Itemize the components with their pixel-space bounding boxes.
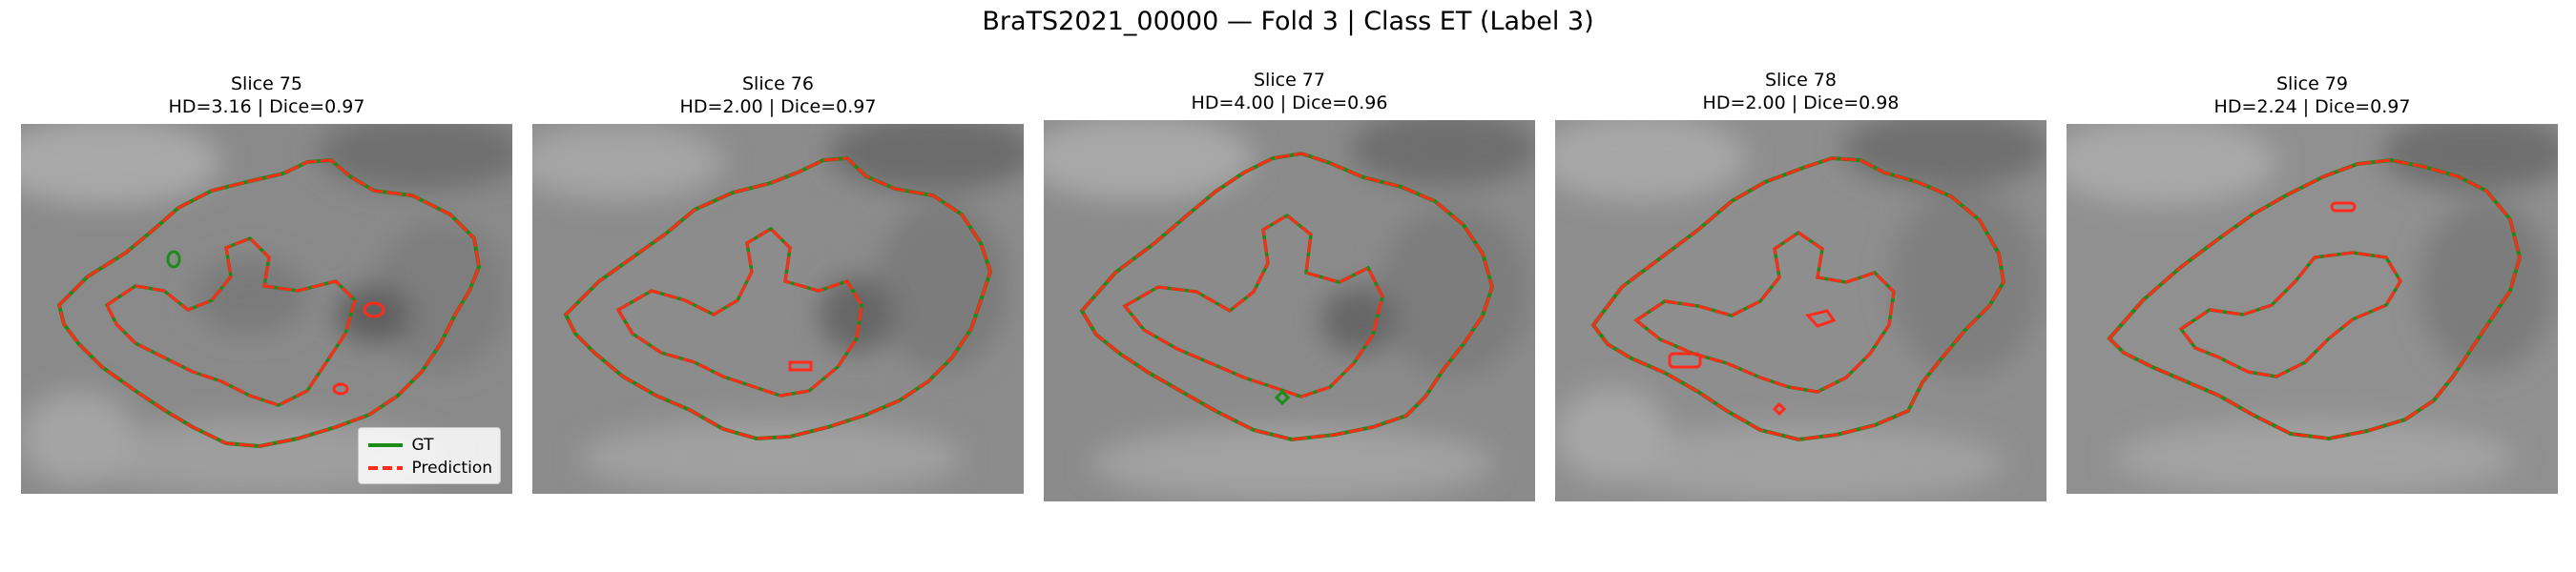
slice-label: Slice 79 [2276, 73, 2348, 94]
metrics-label: HD=2.24 | Dice=0.97 [2213, 96, 2411, 117]
mri-slice-image [532, 124, 1024, 494]
slice-label: Slice 78 [1765, 70, 1837, 91]
figure-title: BraTS2021_00000 — Fold 3 | Class ET (Lab… [982, 7, 1594, 36]
slice-panel-78: Slice 78 HD=2.00 | Dice=0.98 [1555, 67, 2046, 515]
slice-canvas [1044, 120, 1535, 501]
panel-title: Slice 75 HD=3.16 | Dice=0.97 [21, 72, 512, 118]
legend-gt-label: GT [411, 436, 434, 455]
mri-slice-image [1555, 120, 2046, 501]
slice-canvas [21, 124, 512, 494]
slice-canvas [1555, 120, 2046, 501]
slice-canvas [2067, 124, 2558, 494]
legend: GT Prediction [357, 427, 501, 484]
panel-title: Slice 77 HD=4.00 | Dice=0.96 [1044, 69, 1535, 114]
mri-slice-image [1044, 120, 1535, 501]
slice-panel-76: Slice 76 HD=2.00 | Dice=0.97 [532, 71, 1024, 509]
metrics-label: HD=2.00 | Dice=0.98 [1702, 92, 1900, 113]
legend-item-gt: GT [366, 434, 492, 457]
mri-slice-image: GT Prediction [21, 124, 512, 494]
legend-prediction-label: Prediction [411, 459, 492, 478]
metrics-label: HD=2.00 | Dice=0.97 [679, 96, 877, 117]
prediction-dashed-line-icon [367, 466, 403, 470]
slice-panel-79: Slice 79 HD=2.24 | Dice=0.97 [2067, 71, 2558, 509]
mri-slice-image [2067, 124, 2558, 494]
panel-title: Slice 78 HD=2.00 | Dice=0.98 [1555, 69, 2046, 114]
gt-line-icon [367, 443, 403, 447]
slice-label: Slice 77 [1254, 70, 1325, 91]
metrics-label: HD=4.00 | Dice=0.96 [1191, 92, 1388, 113]
slice-panel-77: Slice 77 HD=4.00 | Dice=0.96 [1044, 67, 1535, 515]
slice-label: Slice 76 [742, 73, 814, 94]
panel-title: Slice 79 HD=2.24 | Dice=0.97 [2067, 72, 2558, 118]
slice-label: Slice 75 [231, 73, 302, 94]
legend-item-prediction: Prediction [366, 457, 492, 480]
slice-panel-75: Slice 75 HD=3.16 | Dice=0.97 [21, 71, 512, 509]
slice-canvas [532, 124, 1024, 494]
metrics-label: HD=3.16 | Dice=0.97 [168, 96, 365, 117]
panel-title: Slice 76 HD=2.00 | Dice=0.97 [532, 72, 1024, 118]
